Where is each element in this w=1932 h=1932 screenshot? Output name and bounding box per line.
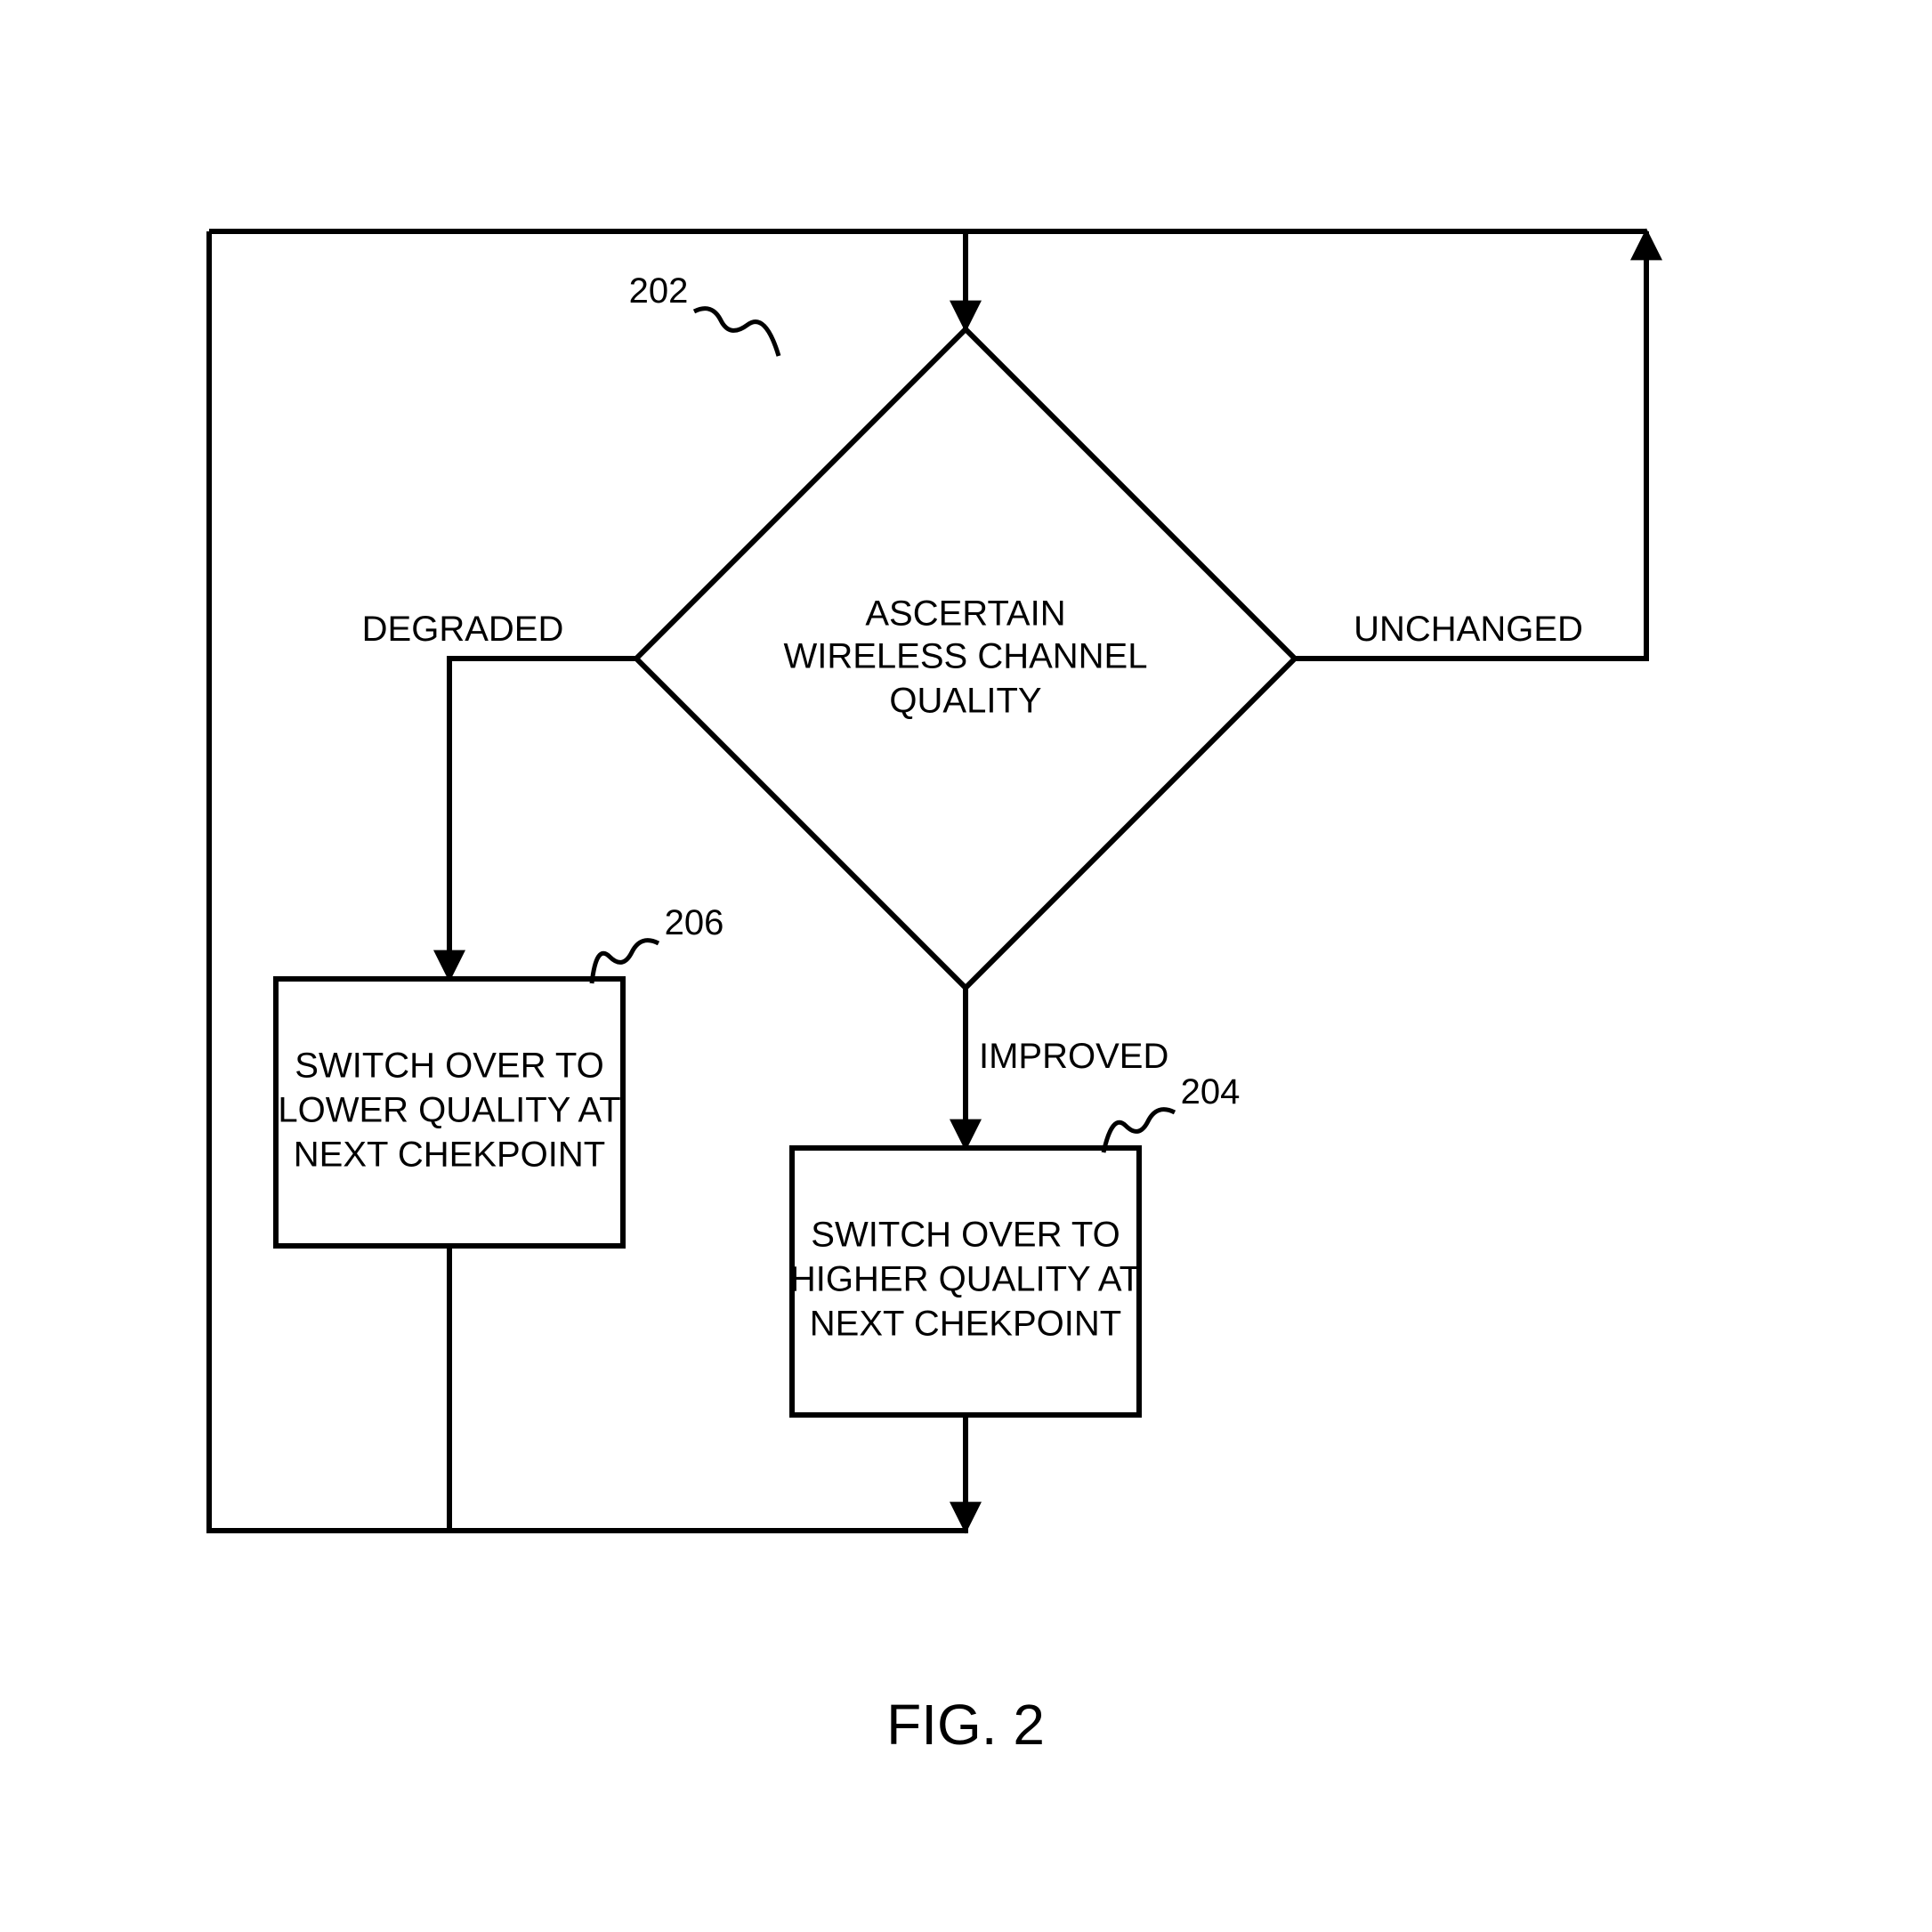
edge-degraded <box>449 659 636 979</box>
decision-line2: WIRELESS CHANNEL <box>784 637 1148 676</box>
edge-label-improved: IMPROVED <box>979 1037 1168 1076</box>
higher-line3: NEXT CHEKPOINT <box>810 1305 1121 1344</box>
ref-202: 202 <box>629 271 779 356</box>
svg-text:202: 202 <box>629 271 689 311</box>
lower-node: SWITCH OVER TO LOWER QUALITY AT NEXT CHE… <box>276 979 623 1246</box>
ref-204: 204 <box>1103 1072 1240 1152</box>
ref-206: 206 <box>592 903 723 983</box>
lower-line2: LOWER QUALITY AT <box>278 1091 620 1130</box>
edge-label-degraded: DEGRADED <box>362 610 564 649</box>
lower-line1: SWITCH OVER TO <box>295 1047 603 1086</box>
decision-line3: QUALITY <box>889 682 1041 721</box>
lower-line3: NEXT CHEKPOINT <box>294 1136 605 1175</box>
higher-line2: HIGHER QUALITY AT <box>790 1260 1141 1299</box>
edge-label-unchanged: UNCHANGED <box>1354 610 1583 649</box>
flowchart-canvas: UNCHANGED DEGRADED IMPROVED ASCERTAIN WI… <box>0 0 1932 1932</box>
svg-text:206: 206 <box>665 903 724 942</box>
decision-line1: ASCERTAIN <box>865 594 1065 634</box>
higher-node: SWITCH OVER TO HIGHER QUALITY AT NEXT CH… <box>790 1148 1141 1415</box>
higher-line1: SWITCH OVER TO <box>811 1216 1120 1255</box>
figure-label: FIG. 2 <box>886 1693 1045 1757</box>
edge-unchanged <box>1295 231 1646 659</box>
svg-text:204: 204 <box>1181 1072 1241 1112</box>
decision-node: ASCERTAIN WIRELESS CHANNEL QUALITY <box>636 329 1295 988</box>
